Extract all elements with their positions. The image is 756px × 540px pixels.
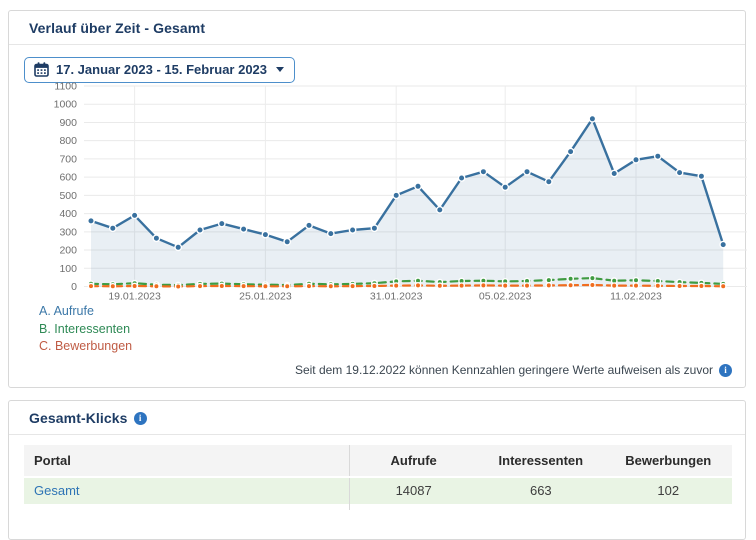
verlauf-card-header: Verlauf über Zeit - Gesamt (9, 11, 745, 45)
chart-footnote-text: Seit dem 19.12.2022 können Kennzahlen ge… (294, 363, 713, 377)
portal-cell: Gesamt (24, 477, 350, 504)
svg-text:900: 900 (59, 117, 77, 129)
bewerbungen-value: 102 (604, 477, 732, 504)
svg-text:300: 300 (59, 226, 77, 238)
svg-text:1100: 1100 (54, 81, 77, 93)
table-header-row: Portal Aufrufe Interessenten Bewerbungen (24, 445, 732, 478)
svg-text:0: 0 (71, 281, 77, 293)
svg-text:05.02.2023: 05.02.2023 (479, 291, 532, 303)
calendar-icon (34, 62, 49, 77)
date-range-label: 17. Januar 2023 - 15. Februar 2023 (56, 62, 268, 77)
legend-item-aufrufe: A. Aufrufe (39, 304, 94, 318)
chart-legend: A. Aufrufe B. Interessenten C. Bewerbung… (39, 304, 133, 354)
svg-text:600: 600 (59, 172, 77, 184)
gesamt-klicks-card: Gesamt-Klicks i Portal Aufrufe Interesse… (8, 400, 746, 540)
legend-item-interessenten: B. Interessenten (39, 321, 131, 336)
table-row-partial (24, 504, 732, 510)
series-line-1 (89, 117, 725, 249)
series-line-2 (89, 277, 725, 287)
column-header-bewerbungen: Bewerbungen (604, 445, 732, 478)
svg-text:25.01.2023: 25.01.2023 (239, 291, 292, 303)
gesamt-klicks-title: Gesamt-Klicks (29, 410, 128, 426)
verlauf-card: Verlauf über Zeit - Gesamt 17. Januar 20… (8, 10, 747, 388)
column-header-portal: Portal (24, 445, 350, 478)
svg-text:19.01.2023: 19.01.2023 (108, 291, 161, 303)
svg-text:800: 800 (59, 135, 77, 147)
svg-text:500: 500 (59, 190, 77, 202)
svg-text:100: 100 (59, 263, 77, 275)
column-header-aufrufe: Aufrufe (349, 445, 478, 478)
svg-text:11.02.2023: 11.02.2023 (610, 291, 662, 303)
svg-text:31.01.2023: 31.01.2023 (370, 291, 423, 303)
verlauf-card-title: Verlauf über Zeit - Gesamt (29, 20, 206, 36)
legend-item-bewerbungen: C. Bewerbungen (39, 339, 133, 353)
info-icon[interactable]: i (133, 411, 147, 425)
svg-text:1000: 1000 (54, 99, 78, 111)
info-icon[interactable]: i (719, 363, 732, 377)
interessenten-value: 663 (477, 477, 605, 504)
chevron-down-icon (276, 67, 285, 72)
svg-text:200: 200 (59, 245, 77, 257)
svg-text:400: 400 (59, 208, 77, 220)
table-row-gesamt: Gesamt 14087 663 102 (24, 477, 732, 504)
svg-text:700: 700 (59, 153, 77, 165)
column-header-interessenten: Interessenten (477, 445, 605, 478)
series-line-3 (89, 283, 725, 288)
gesamt-klicks-header: Gesamt-Klicks i (9, 401, 745, 435)
gesamt-link[interactable]: Gesamt (34, 483, 80, 498)
chart-footnote: Seit dem 19.12.2022 können Kennzahlen ge… (295, 363, 732, 377)
date-range-picker-button[interactable]: 17. Januar 2023 - 15. Februar 2023 (24, 57, 296, 83)
time-series-chart: 0 100 200 300 400 500 600 700 800 900 1000 1100 19.0… (54, 81, 747, 303)
klicks-table: Portal Aufrufe Interessenten Bewerbungen… (24, 445, 732, 510)
aufrufe-value: 14087 (349, 477, 478, 504)
